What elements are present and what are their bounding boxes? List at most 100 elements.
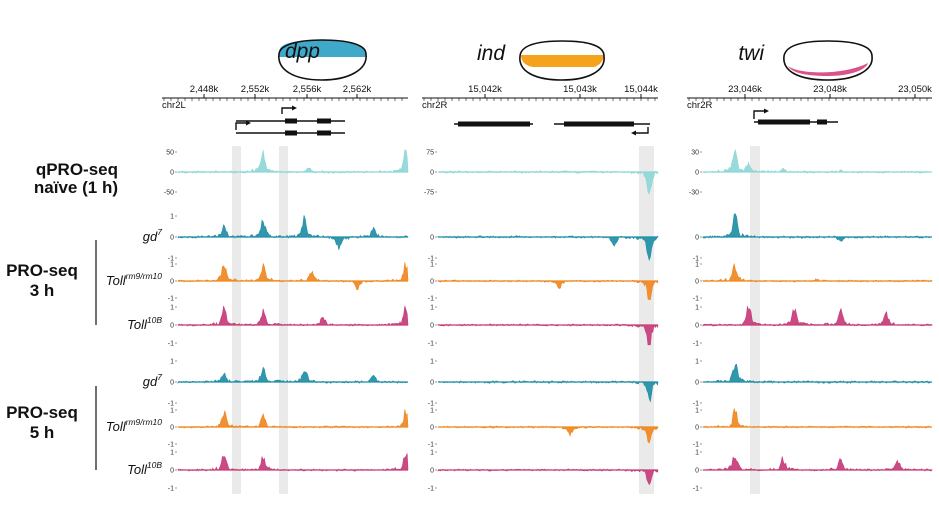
embryo-ind bbox=[519, 40, 605, 81]
signal-track-1-1-twi bbox=[702, 263, 933, 283]
y-tick-label: 1 bbox=[695, 305, 699, 312]
y-tick-label: -1 bbox=[693, 442, 699, 449]
y-tick-label: 0 bbox=[430, 323, 434, 330]
signal-track-0-0-dpp bbox=[177, 149, 409, 175]
y-tick-label: -1 bbox=[428, 401, 434, 408]
coordinate-tick-label: 2,448k bbox=[190, 84, 219, 95]
signal-track-2-0-ind bbox=[437, 380, 659, 403]
condition-label-2-1: Tollrm9/rm10 bbox=[106, 417, 162, 434]
group-label-2-line1: PRO-seq bbox=[6, 403, 78, 422]
y-tick-label: 1 bbox=[170, 214, 174, 221]
y-tick-label: -1 bbox=[168, 442, 174, 449]
y-tick-label: 1 bbox=[695, 408, 699, 415]
coordinate-tick-label: 23,050k bbox=[898, 84, 932, 95]
y-tick-label: 1 bbox=[170, 305, 174, 312]
y-tick-label: -1 bbox=[168, 341, 174, 348]
y-tick-label: -1 bbox=[693, 401, 699, 408]
gene-models-ind bbox=[454, 121, 650, 136]
signal-track-2-1-ind bbox=[437, 425, 659, 444]
gene-label-ind: ind bbox=[477, 42, 506, 65]
y-tick-label: -1 bbox=[693, 296, 699, 303]
coordinate-tick-label: 15,043k bbox=[563, 84, 597, 95]
signal-track-0-0-twi bbox=[702, 148, 933, 174]
y-tick-label: 0 bbox=[695, 235, 699, 242]
y-tick-label: 1 bbox=[170, 408, 174, 415]
y-tick-label: 1 bbox=[430, 408, 434, 415]
y-tick-label: -30 bbox=[689, 190, 699, 197]
y-tick-label: 0 bbox=[170, 170, 174, 177]
y-tick-label: 0 bbox=[430, 279, 434, 286]
y-tick-label: 0 bbox=[170, 235, 174, 242]
y-tick-label: 0 bbox=[695, 468, 699, 475]
y-tick-label: -1 bbox=[168, 401, 174, 408]
signal-track-2-0-twi bbox=[702, 363, 933, 384]
coordinate-tick-label: 15,044k bbox=[624, 84, 658, 95]
signal-track-2-1-twi bbox=[702, 408, 933, 429]
y-tick-label: 0 bbox=[430, 380, 434, 387]
promoter-highlight-0-1 bbox=[279, 146, 288, 494]
y-tick-label: 0 bbox=[170, 380, 174, 387]
y-tick-label: 0 bbox=[170, 425, 174, 432]
gene-label-dpp: dpp bbox=[285, 40, 320, 63]
y-tick-label: 75 bbox=[426, 150, 434, 157]
y-tick-label: 50 bbox=[166, 150, 174, 157]
signal-track-1-2-dpp bbox=[177, 305, 409, 327]
y-tick-label: 1 bbox=[170, 359, 174, 366]
y-tick-label: -1 bbox=[428, 486, 434, 493]
gene-models-dpp bbox=[235, 105, 345, 136]
y-tick-label: -1 bbox=[428, 341, 434, 348]
chromosome-label-twi: chr2R bbox=[687, 100, 712, 111]
y-tick-label: 1 bbox=[430, 262, 434, 269]
y-tick-label: 1 bbox=[695, 450, 699, 457]
group-label-1-line2: 3 h bbox=[30, 281, 55, 300]
gene-label-twi: twi bbox=[738, 42, 765, 65]
signal-track-1-2-ind bbox=[437, 323, 659, 346]
coordinate-tick-label: 2,556k bbox=[293, 84, 322, 95]
signal-track-2-2-dpp bbox=[177, 453, 409, 472]
chromosome-label-dpp: chr2L bbox=[162, 100, 186, 111]
y-tick-label: -1 bbox=[428, 256, 434, 263]
y-tick-label: -1 bbox=[693, 486, 699, 493]
y-tick-label: 0 bbox=[170, 323, 174, 330]
y-tick-label: 1 bbox=[430, 305, 434, 312]
signal-track-1-0-dpp bbox=[177, 215, 409, 250]
y-tick-label: -1 bbox=[168, 296, 174, 303]
y-tick-label: 0 bbox=[695, 425, 699, 432]
y-tick-label: -1 bbox=[693, 256, 699, 263]
promoter-highlight-2-0 bbox=[750, 146, 760, 494]
y-tick-label: 0 bbox=[430, 425, 434, 432]
y-tick-label: 0 bbox=[170, 279, 174, 286]
signal-track-1-1-ind bbox=[437, 279, 659, 301]
group-label-2-line2: 5 h bbox=[30, 423, 55, 442]
y-tick-label: -50 bbox=[164, 190, 174, 197]
signal-track-2-2-twi bbox=[702, 456, 933, 472]
condition-label-1-1: Tollrm9/rm10 bbox=[106, 271, 162, 288]
coordinate-tick-label: 23,046k bbox=[728, 84, 762, 95]
group-label-0-line2: naïve (1 h) bbox=[34, 178, 118, 197]
y-tick-label: 0 bbox=[430, 170, 434, 177]
y-tick-label: 0 bbox=[695, 279, 699, 286]
signal-track-1-1-dpp bbox=[177, 262, 409, 291]
y-tick-label: 1 bbox=[430, 359, 434, 366]
y-tick-label: 1 bbox=[695, 262, 699, 269]
condition-label-1-2: Toll10B bbox=[127, 315, 162, 332]
y-tick-label: 1 bbox=[695, 359, 699, 366]
y-tick-label: -1 bbox=[428, 296, 434, 303]
signal-track-2-0-dpp bbox=[177, 366, 409, 384]
y-tick-label: 0 bbox=[695, 380, 699, 387]
y-tick-label: -1 bbox=[428, 442, 434, 449]
y-tick-label: 0 bbox=[695, 323, 699, 330]
y-tick-label: 0 bbox=[430, 468, 434, 475]
signal-track-2-1-dpp bbox=[177, 409, 409, 429]
y-tick-label: 0 bbox=[695, 170, 699, 177]
signal-track-2-2-ind bbox=[437, 468, 659, 486]
y-tick-label: -1 bbox=[168, 486, 174, 493]
chromosome-label-ind: chr2R bbox=[422, 100, 447, 111]
group-label-1-line1: PRO-seq bbox=[6, 261, 78, 280]
y-tick-label: 1 bbox=[430, 450, 434, 457]
signal-track-1-0-ind bbox=[437, 235, 659, 262]
coordinate-tick-label: 23,048k bbox=[813, 84, 847, 95]
embryo-twi bbox=[783, 40, 873, 81]
y-tick-label: -1 bbox=[693, 341, 699, 348]
